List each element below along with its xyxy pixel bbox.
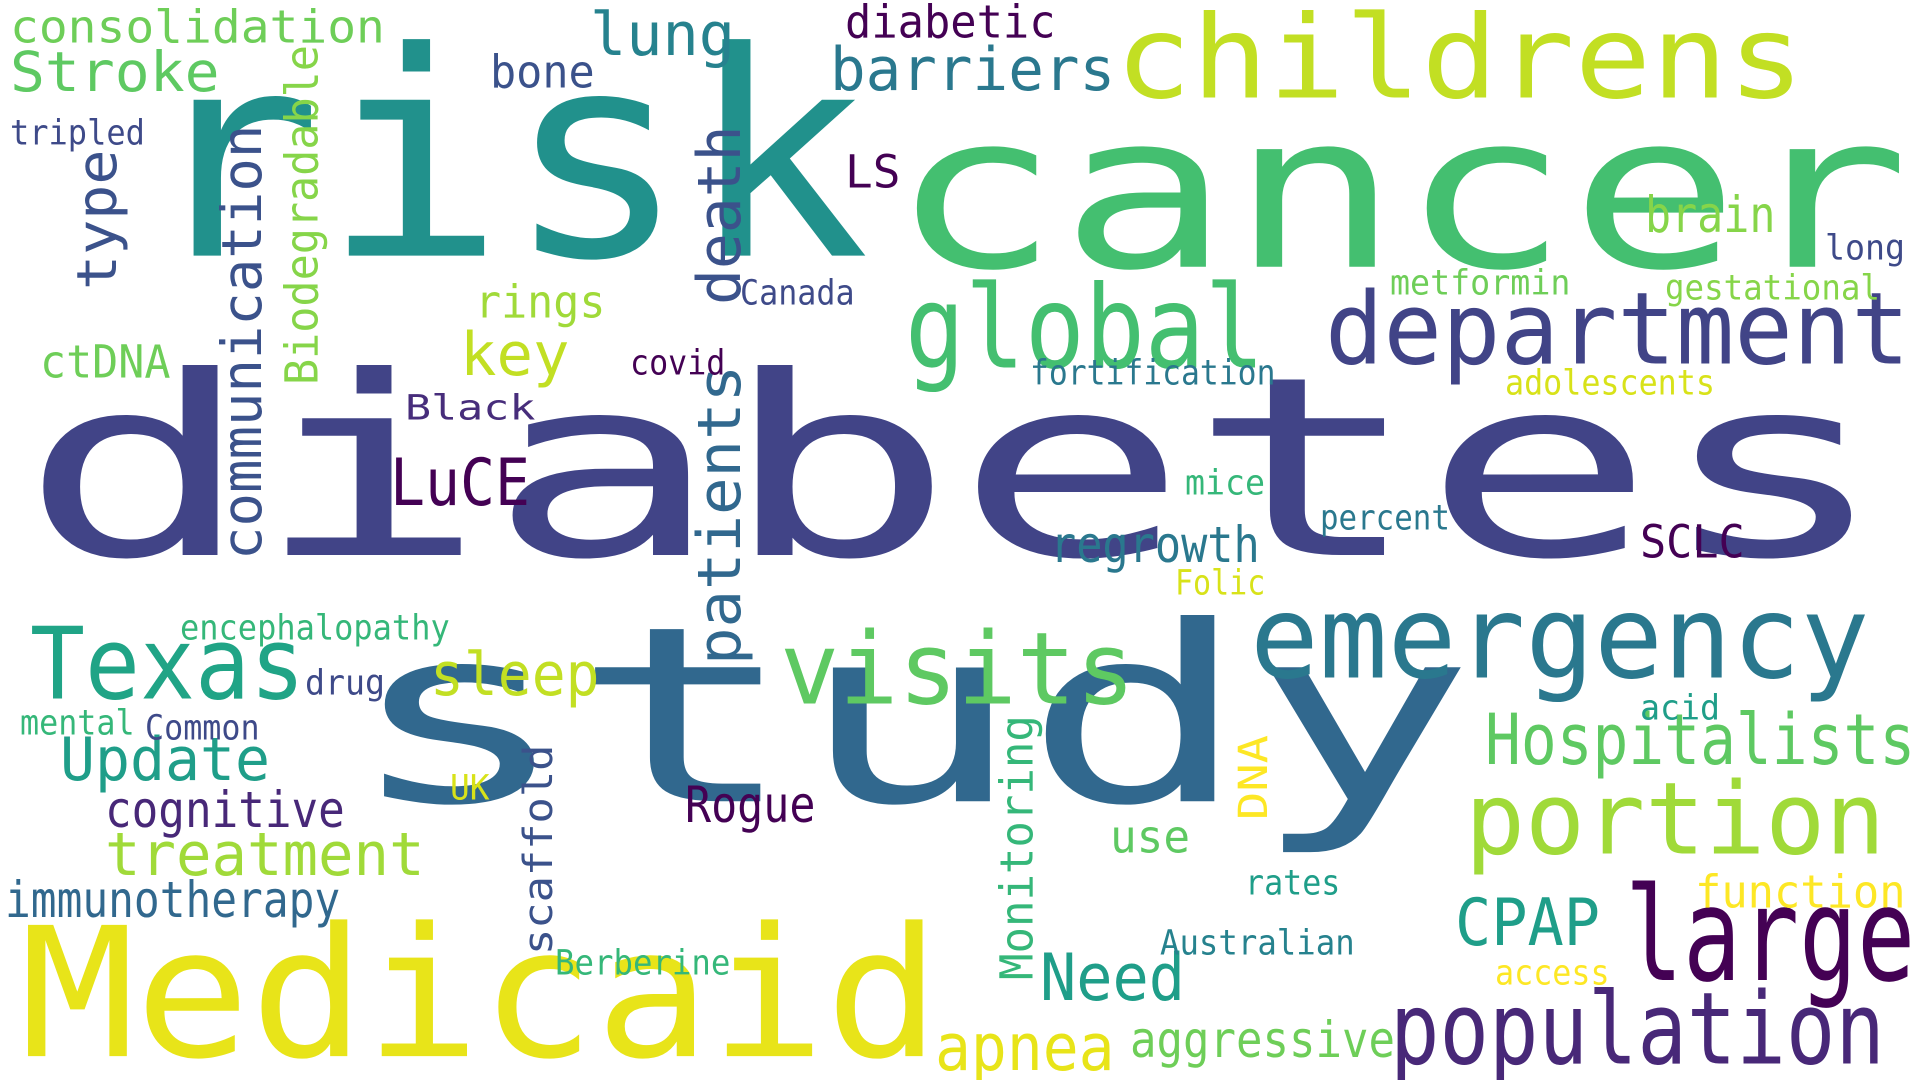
- word-acid: acid: [1640, 686, 1721, 729]
- word-patients: patients: [684, 364, 755, 665]
- word-tripled: tripled: [10, 111, 145, 154]
- word-ls: LS: [845, 145, 901, 199]
- word-communication: communication: [210, 124, 275, 560]
- word-brain: brain: [1645, 185, 1776, 245]
- word-update: Update: [60, 724, 271, 795]
- word-access: access: [1495, 951, 1610, 994]
- word-apnea: apnea: [935, 1009, 1115, 1080]
- word-use: use: [1110, 810, 1191, 864]
- word-risk: risk: [140, 0, 870, 324]
- word-immunotherapy: immunotherapy: [5, 870, 341, 930]
- word-cognitive: cognitive: [105, 780, 345, 840]
- word-gestational: gestational: [1665, 266, 1880, 309]
- word-ctdna: ctDNA: [40, 335, 171, 389]
- word-emergency: emergency: [1250, 570, 1870, 705]
- word-sclc: SCLC: [1640, 515, 1745, 569]
- word-cpap: CPAP: [1455, 884, 1601, 961]
- word-encephalopathy: encephalopathy: [180, 606, 450, 649]
- word-adolescents: adolescents: [1505, 361, 1715, 404]
- word-rates: rates: [1245, 861, 1341, 904]
- word-mice: mice: [1185, 461, 1266, 504]
- word-biodegradable: Biodegradable: [275, 45, 329, 386]
- word-bone: bone: [490, 45, 595, 99]
- word-mental: mental: [20, 701, 135, 744]
- word-stroke: Stroke: [10, 40, 220, 105]
- word-need: Need: [1040, 939, 1186, 1016]
- word-percent: percent: [1320, 496, 1450, 539]
- word-large: large: [1625, 858, 1916, 1012]
- word-cancer: cancer: [890, 67, 1910, 318]
- word-uk: UK: [450, 766, 490, 809]
- word-texas: Texas: [30, 606, 305, 723]
- word-department: department: [1325, 271, 1910, 388]
- word-long: long: [1825, 226, 1906, 269]
- word-canada: Canada: [740, 271, 855, 314]
- word-visits: visits: [780, 611, 1136, 728]
- word-hospitalists: Hospitalists: [1485, 699, 1916, 781]
- word-diabetes: diabetes: [20, 323, 1890, 615]
- word-barriers: barriers: [830, 34, 1116, 105]
- word-treatment: treatment: [105, 819, 425, 890]
- word-lung: lung: [590, 0, 736, 70]
- word-type: type: [65, 149, 130, 290]
- word-key: key: [460, 319, 570, 390]
- word-diabetic: diabetic: [845, 0, 1056, 49]
- word-population: population: [1390, 971, 1885, 1080]
- word-berberine: Berberine: [555, 941, 731, 984]
- word-portion: portion: [1465, 761, 1886, 878]
- word-rings: rings: [475, 275, 606, 329]
- word-childrens: childrens: [1115, 0, 1805, 125]
- word-monitoring: Monitoring: [990, 715, 1044, 980]
- word-global: global: [905, 260, 1265, 395]
- word-covid: covid: [630, 341, 726, 384]
- word-medicaid: Medicaid: [20, 890, 941, 1080]
- word-metformin: metformin: [1390, 261, 1571, 304]
- word-consolidation: consolidation: [10, 0, 385, 54]
- word-luce: LuCE: [390, 444, 531, 521]
- word-australian: Australian: [1160, 921, 1355, 964]
- word-drug: drug: [305, 661, 386, 704]
- word-sleep: sleep: [430, 639, 600, 710]
- word-fortification: fortification: [1030, 351, 1276, 394]
- word-function: function: [1695, 865, 1906, 919]
- word-regrowth: regrowth: [1050, 515, 1260, 575]
- word-scaffold: scaffold: [516, 744, 563, 955]
- word-common: Common: [145, 706, 260, 749]
- word-rogue: Rogue: [685, 775, 816, 835]
- word-black: Black: [405, 386, 536, 429]
- word-folic: Folic: [1175, 561, 1266, 604]
- word-dna: DNA: [1231, 734, 1278, 820]
- word-aggressive: aggressive: [1130, 1010, 1395, 1070]
- word-study: study: [345, 575, 1476, 860]
